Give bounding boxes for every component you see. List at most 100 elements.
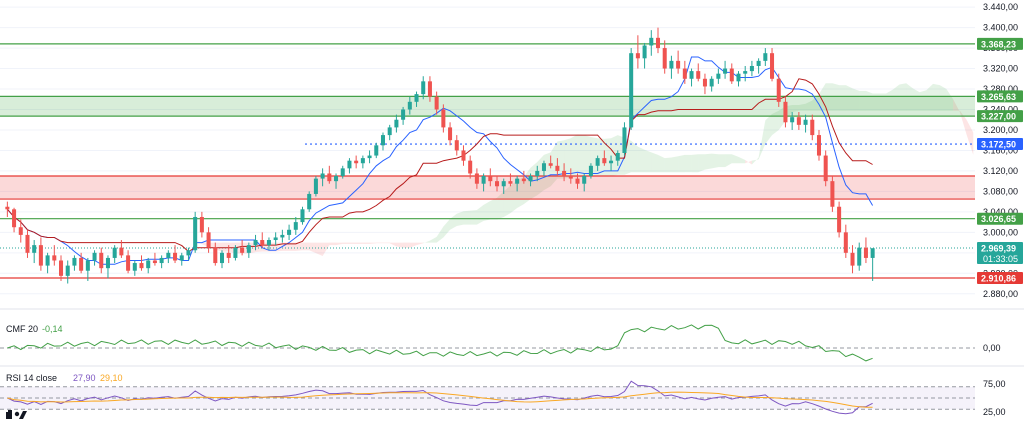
candle[interactable] — [609, 155, 614, 171]
resistance-3368-tag[interactable]: 3.368,23 — [977, 37, 1023, 50]
candle[interactable] — [702, 73, 707, 95]
candle[interactable] — [749, 60, 754, 77]
candle[interactable] — [99, 247, 104, 274]
candle[interactable] — [474, 168, 479, 189]
candle[interactable] — [461, 145, 466, 166]
candle[interactable] — [481, 173, 486, 192]
candle[interactable] — [830, 176, 835, 212]
candle[interactable] — [662, 40, 667, 74]
candle[interactable] — [12, 207, 17, 233]
candle[interactable] — [246, 242, 251, 258]
candle[interactable] — [468, 155, 473, 179]
candle[interactable] — [776, 73, 781, 107]
candle[interactable] — [535, 165, 540, 182]
candle[interactable] — [18, 219, 23, 243]
candle[interactable] — [380, 132, 385, 151]
candle[interactable] — [495, 176, 500, 192]
candle[interactable] — [850, 245, 855, 274]
candle[interactable] — [92, 250, 97, 266]
resistance-3227-tag[interactable]: 3.227,00 — [977, 110, 1023, 123]
candle[interactable] — [233, 245, 238, 261]
candle[interactable] — [635, 35, 640, 69]
candle[interactable] — [756, 58, 761, 74]
candle[interactable] — [387, 124, 392, 141]
candle[interactable] — [72, 255, 77, 271]
candle[interactable] — [689, 68, 694, 87]
candle[interactable] — [126, 250, 131, 274]
candle[interactable] — [843, 224, 848, 258]
candle[interactable] — [441, 104, 446, 133]
candle[interactable] — [555, 158, 560, 177]
candle[interactable] — [199, 211, 204, 238]
candle[interactable] — [414, 91, 419, 107]
candle[interactable] — [132, 260, 137, 276]
candle[interactable] — [816, 129, 821, 161]
candle[interactable] — [273, 232, 278, 246]
candle[interactable] — [642, 42, 647, 69]
candle[interactable] — [105, 255, 110, 279]
candle[interactable] — [79, 252, 84, 274]
candle[interactable] — [313, 176, 318, 197]
candle[interactable] — [287, 224, 292, 241]
candle[interactable] — [85, 257, 90, 281]
candle[interactable] — [394, 114, 399, 133]
candle[interactable] — [622, 122, 627, 156]
candle[interactable] — [729, 63, 734, 84]
candle[interactable] — [521, 170, 526, 184]
candle[interactable] — [434, 91, 439, 115]
candle[interactable] — [119, 240, 124, 258]
candle[interactable] — [588, 163, 593, 179]
candle[interactable] — [602, 150, 607, 166]
candle[interactable] — [320, 168, 325, 187]
candle[interactable] — [810, 114, 815, 141]
candle[interactable] — [401, 106, 406, 125]
candle[interactable] — [454, 135, 459, 156]
candle[interactable] — [575, 173, 580, 189]
candle[interactable] — [723, 60, 728, 79]
candle[interactable] — [340, 165, 345, 179]
candle[interactable] — [676, 50, 681, 74]
candle[interactable] — [857, 242, 862, 271]
candle[interactable] — [501, 178, 506, 194]
candle[interactable] — [696, 63, 701, 82]
candle[interactable] — [783, 96, 788, 128]
candle[interactable] — [38, 237, 43, 271]
candle[interactable] — [253, 234, 258, 251]
candle[interactable] — [790, 112, 795, 130]
candle[interactable] — [488, 168, 493, 187]
candle[interactable] — [146, 257, 151, 274]
candle[interactable] — [407, 96, 412, 115]
candle[interactable] — [226, 245, 231, 264]
candle[interactable] — [193, 211, 198, 253]
candle[interactable] — [240, 240, 245, 256]
candle[interactable] — [166, 250, 171, 264]
candle[interactable] — [548, 155, 553, 169]
candle[interactable] — [515, 176, 520, 192]
candle[interactable] — [260, 232, 265, 248]
candle[interactable] — [595, 155, 600, 171]
candle[interactable] — [682, 60, 687, 84]
candle[interactable] — [300, 206, 305, 225]
candle[interactable] — [173, 245, 178, 264]
candle[interactable] — [541, 160, 546, 177]
candle[interactable] — [374, 142, 379, 159]
candle[interactable] — [763, 48, 768, 66]
candle[interactable] — [629, 48, 634, 130]
candle[interactable] — [52, 245, 57, 266]
kijun-3172-tag[interactable]: 3.172,50 — [977, 138, 1023, 151]
candle[interactable] — [186, 247, 191, 261]
candle[interactable] — [582, 173, 587, 192]
candle[interactable] — [649, 30, 654, 56]
candle[interactable] — [65, 260, 70, 284]
candle[interactable] — [669, 55, 674, 79]
candle[interactable] — [307, 191, 312, 212]
candle[interactable] — [206, 227, 211, 253]
support-3026-tag[interactable]: 3.026,65 — [977, 212, 1023, 225]
candle[interactable] — [213, 242, 218, 266]
candle[interactable] — [528, 173, 533, 187]
candle[interactable] — [32, 240, 37, 264]
candle[interactable] — [327, 165, 332, 184]
candle[interactable] — [334, 173, 339, 189]
candle[interactable] — [25, 229, 30, 258]
